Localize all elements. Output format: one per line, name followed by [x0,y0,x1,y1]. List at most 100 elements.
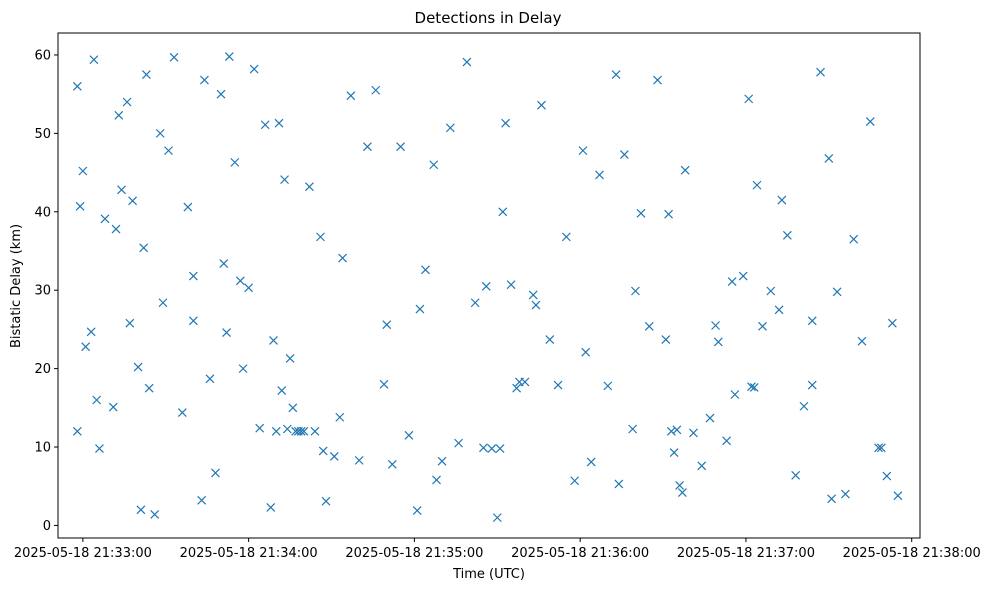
x-tick-label: 2025-05-18 21:34:00 [180,546,318,561]
data-point-marker [363,142,372,152]
plot-area [57,32,921,539]
data-point-marker [81,342,91,352]
data-point-marker [86,327,96,337]
data-point-marker [382,320,392,330]
data-point-marker [216,89,226,99]
data-point-marker [514,377,524,387]
data-point-marker [282,424,292,434]
data-point-marker [136,505,146,515]
data-point-marker [711,321,720,330]
data-point-marker [249,64,259,74]
data-point-marker [666,426,676,436]
data-point-marker [338,253,347,263]
data-point-marker [677,488,687,497]
data-point-marker [713,337,723,347]
data-point-marker [727,277,737,287]
data-point-marker [296,426,306,436]
data-point-marker [807,316,817,326]
data-point-marker [791,470,801,480]
y-axis: 0 10 20 30 40 50 60 [34,48,58,534]
x-tick-label: 2025-05-18 21:35:00 [345,546,483,561]
x-axis: 2025-05-18 21:33:00 2025-05-18 21:34:00 20… [14,538,981,561]
data-point-marker [865,117,875,127]
data-point-marker [158,298,168,308]
data-point-marker [205,374,215,384]
data-point-marker [150,510,160,519]
data-point-marker [481,281,491,291]
data-point-marker [222,328,231,337]
data-point-marker [774,305,784,315]
data-point-marker [211,468,220,478]
x-tick-label: 2025-05-18 21:38:00 [843,546,981,561]
data-point-marker [269,335,278,345]
data-point-marker [133,362,143,372]
markers-layer [72,52,903,523]
data-point-marker [200,75,209,85]
data-point-marker [277,386,287,396]
data-point-marker [266,502,276,512]
data-point-marker [310,426,320,436]
data-point-marker [346,91,356,101]
data-point-marker [78,166,88,176]
data-point-marker [506,280,516,290]
data-point-marker [697,461,707,471]
data-point-marker [188,271,198,281]
data-point-marker [260,120,270,130]
data-point-marker [495,444,505,454]
data-point-marker [876,443,886,453]
y-tick-label: 60 [34,48,51,63]
data-point-marker [454,438,464,448]
data-point-marker [230,157,240,167]
data-point-marker [498,207,508,217]
data-point-marker [117,185,126,195]
data-point-marker [437,456,447,466]
data-point-marker [329,452,339,461]
data-point-marker [553,380,563,390]
data-point-marker [672,425,682,435]
data-point-marker [354,455,364,465]
data-point-marker [379,379,389,389]
data-point-marker [432,475,441,485]
data-point-marker [219,259,229,268]
data-point-marker [653,75,662,85]
data-point-marker [164,146,173,156]
data-point-marker [492,513,502,523]
data-point-marker [545,335,555,345]
data-point-marker [125,318,135,328]
data-point-marker [144,383,154,393]
x-tick-label: 2025-05-18 21:36:00 [511,546,649,561]
data-point-marker [586,457,596,467]
data-point-marker [95,444,104,454]
data-point-marker [304,182,314,192]
x-tick-label: 2025-05-18 21:37:00 [677,546,815,561]
data-point-marker [224,52,234,61]
x-axis-label: Time (UTC) [452,567,525,582]
data-point-marker [183,202,193,212]
data-point-marker [155,128,165,138]
data-point-marker [744,94,754,104]
data-point-marker [705,413,715,423]
data-point-marker [318,446,328,456]
data-point-marker [561,232,571,242]
data-point-marker [661,335,671,345]
data-point-marker [335,412,345,422]
data-point-marker [139,243,149,253]
data-point-marker [689,428,698,438]
data-point-marker [669,448,679,457]
data-point-marker [462,57,472,67]
data-point-marker [479,443,488,453]
data-point-marker [722,436,732,446]
y-axis-label: Bistatic Delay (km) [9,224,24,348]
data-point-marker [827,494,837,504]
y-tick-label: 10 [34,441,51,456]
data-point-marker [89,55,99,65]
data-point-marker [675,481,685,490]
data-point-marker [619,150,629,159]
data-point-marker [271,426,281,436]
data-point-marker [415,304,425,314]
data-point-marker [72,81,82,91]
data-point-marker [628,424,638,434]
data-point-marker [404,430,414,440]
data-point-marker [874,443,883,453]
